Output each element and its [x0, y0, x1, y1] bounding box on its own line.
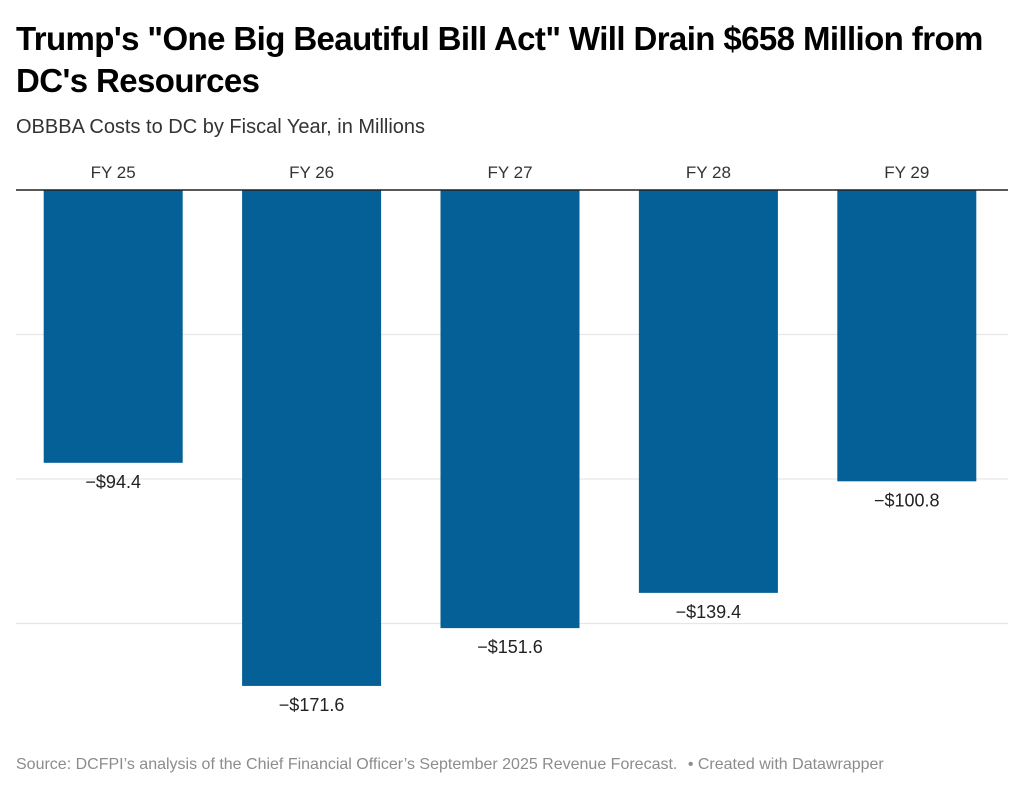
footer: Source: DCFPI’s analysis of the Chief Fi…	[16, 756, 884, 774]
bar-fy-25	[43, 190, 183, 463]
category-tick: FY 28	[686, 163, 731, 182]
category-tick: FY 25	[91, 163, 136, 182]
chart-subtitle: OBBBA Costs to DC by Fiscal Year, in Mil…	[16, 116, 426, 138]
bar-fy-26	[242, 190, 382, 686]
data-label: −$171.6	[279, 695, 345, 715]
data-label: −$100.8	[874, 490, 940, 510]
bar-fy-29	[837, 190, 977, 482]
data-label: −$94.4	[85, 472, 141, 492]
bar-fy-27	[440, 190, 580, 629]
data-labels: −$94.4 −$171.6 −$151.6 −$139.4 −$100.8	[85, 472, 939, 715]
data-label: −$151.6	[477, 637, 543, 657]
bar-chart: −$94.4 −$171.6 −$151.6 −$139.4 −$100.8 FY 25…	[16, 163, 1008, 715]
category-tick: FY 29	[884, 163, 929, 182]
chart-title: Trump's "One Big Beautiful Bill Act" Wil…	[16, 20, 983, 99]
bar-fy-28	[638, 190, 778, 593]
footer-separator: •	[687, 756, 694, 773]
category-tick: FY 26	[289, 163, 334, 182]
bars	[43, 190, 977, 686]
category-ticks: FY 25 FY 26 FY 27 FY 28 FY 29	[91, 163, 930, 182]
credit-link[interactable]: Created with Datawrapper	[697, 756, 884, 773]
data-label: −$139.4	[676, 602, 742, 622]
category-tick: FY 27	[487, 163, 532, 182]
source-note: Source: DCFPI’s analysis of the Chief Fi…	[16, 756, 678, 773]
